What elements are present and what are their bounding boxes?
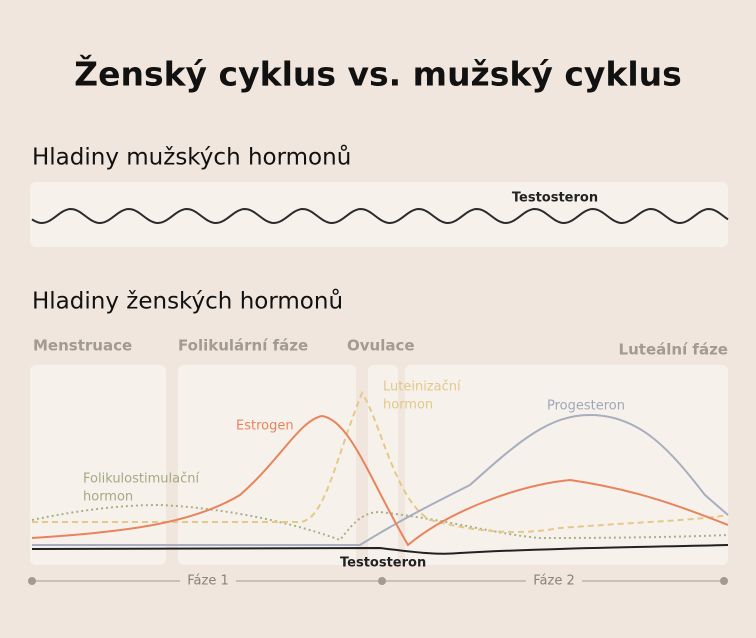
estrogen-label: Estrogen	[236, 419, 294, 434]
fsh-curve	[31, 503, 729, 542]
phase: Folikulární fáze	[178, 337, 308, 355]
timeline-dot	[720, 577, 728, 585]
title: Ženský cyklus vs. mužský cyklus	[74, 54, 682, 94]
phase-label: Fáze 1	[187, 574, 228, 589]
lh-label: Luteinizační	[383, 380, 461, 395]
fsh-label: Folikulostimulační	[83, 472, 199, 487]
female-heading: Hladiny ženských hormonů	[32, 288, 343, 315]
male-label: Testosteron	[512, 191, 598, 206]
label-bg	[180, 570, 236, 592]
male-heading: Hladiny mužských hormonů	[32, 144, 351, 171]
fsh-label: hormon	[83, 490, 133, 505]
lh-label: hormon	[383, 398, 433, 413]
timeline-dot	[378, 577, 386, 585]
progesterone-label: Progesteron	[547, 399, 625, 414]
phase: Menstruace	[33, 337, 132, 355]
timeline-dot	[28, 577, 36, 585]
estrogen-curve	[31, 414, 729, 547]
testosterone-curve	[31, 544, 729, 555]
phase-label: Fáze 2	[533, 574, 574, 589]
progesterone-curve	[32, 413, 729, 546]
phase-panels	[30, 365, 728, 565]
testosterone-wave	[31, 207, 729, 225]
phase: Ovulace	[347, 337, 415, 355]
lh-curve	[32, 390, 729, 533]
phase: Luteální fáze	[619, 341, 728, 359]
testosterone-label: Testosteron	[340, 556, 426, 571]
male-panel	[30, 182, 728, 247]
label-bg	[526, 570, 582, 592]
